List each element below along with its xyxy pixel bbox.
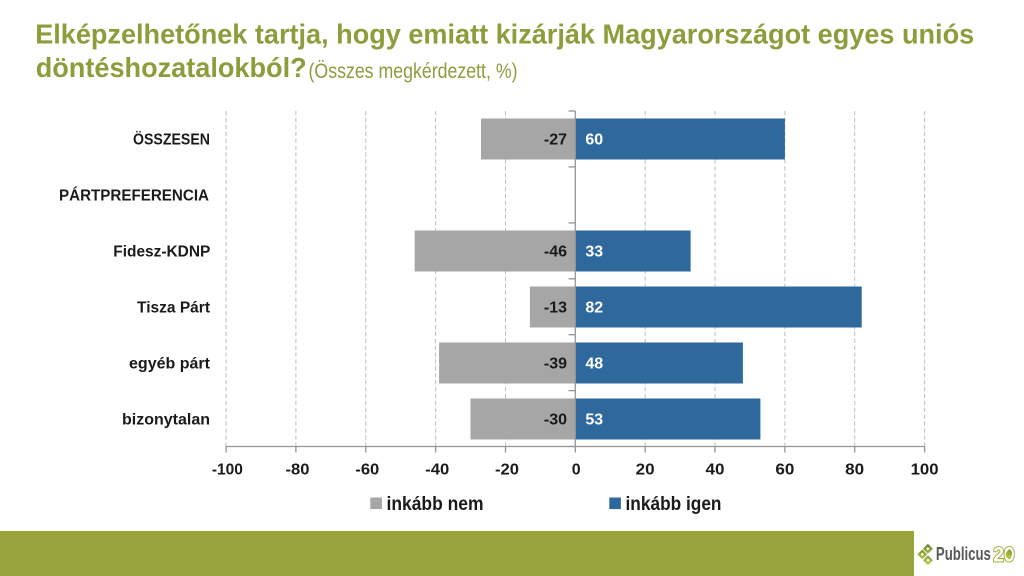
svg-text:100: 100 [911,462,939,479]
svg-text:-39: -39 [544,356,567,373]
svg-text:-60: -60 [355,462,379,479]
svg-text:33: 33 [585,244,603,261]
svg-text:-100: -100 [212,462,243,479]
svg-text:Fidesz-KDNP: Fidesz-KDNP [113,244,210,261]
svg-text:inkább nem: inkább nem [387,494,484,515]
svg-text:60: 60 [775,462,794,479]
svg-text:Tisza Párt: Tisza Párt [137,300,211,317]
svg-text:döntéshozatalokból?: döntéshozatalokból? [36,52,307,83]
svg-text:-30: -30 [544,412,567,429]
svg-text:PÁRTPREFERENCIA: PÁRTPREFERENCIA [59,186,209,205]
svg-text:(Összes megkérdezett, %): (Összes megkérdezett, %) [309,60,518,83]
svg-text:-13: -13 [544,300,567,317]
svg-text:-20: -20 [495,462,519,479]
svg-text:Elképzelhetőnek tartja, hogy e: Elképzelhetőnek tartja, hogy emiatt kizá… [35,19,974,50]
svg-text:-27: -27 [544,132,567,149]
svg-text:0: 0 [572,462,581,479]
svg-text:bizonytalan: bizonytalan [122,412,210,429]
svg-text:53: 53 [585,412,603,429]
svg-text:20: 20 [993,542,1015,566]
svg-text:-80: -80 [286,462,310,479]
svg-text:82: 82 [585,300,603,317]
svg-text:80: 80 [845,462,864,479]
svg-text:60: 60 [585,132,603,149]
svg-text:-46: -46 [544,244,567,261]
svg-text:Publicus: Publicus [936,543,991,564]
svg-text:ÖSSZESEN: ÖSSZESEN [133,130,210,149]
svg-text:40: 40 [706,462,725,479]
svg-text:inkább igen: inkább igen [626,494,722,515]
svg-text:20: 20 [636,462,655,479]
svg-text:48: 48 [585,356,603,373]
svg-text:egyéb párt: egyéb párt [129,356,211,373]
svg-text:-40: -40 [425,462,449,479]
